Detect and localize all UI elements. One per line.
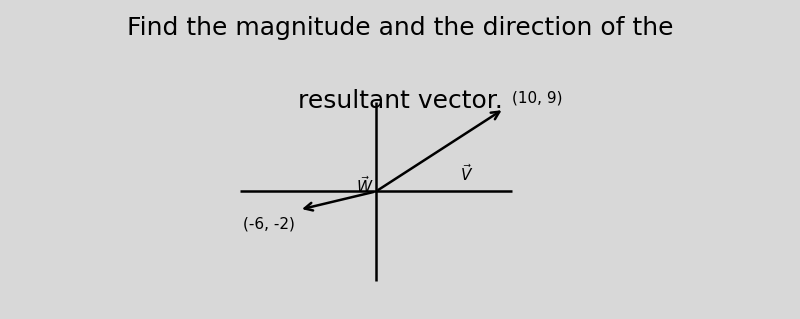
Text: $\vec{V}$: $\vec{V}$ (460, 163, 473, 184)
Text: resultant vector.: resultant vector. (298, 89, 502, 113)
Text: Find the magnitude and the direction of the: Find the magnitude and the direction of … (126, 16, 674, 40)
Text: (10, 9): (10, 9) (512, 91, 562, 106)
Text: $\vec{W}$: $\vec{W}$ (356, 175, 374, 196)
Text: (-6, -2): (-6, -2) (243, 216, 295, 231)
